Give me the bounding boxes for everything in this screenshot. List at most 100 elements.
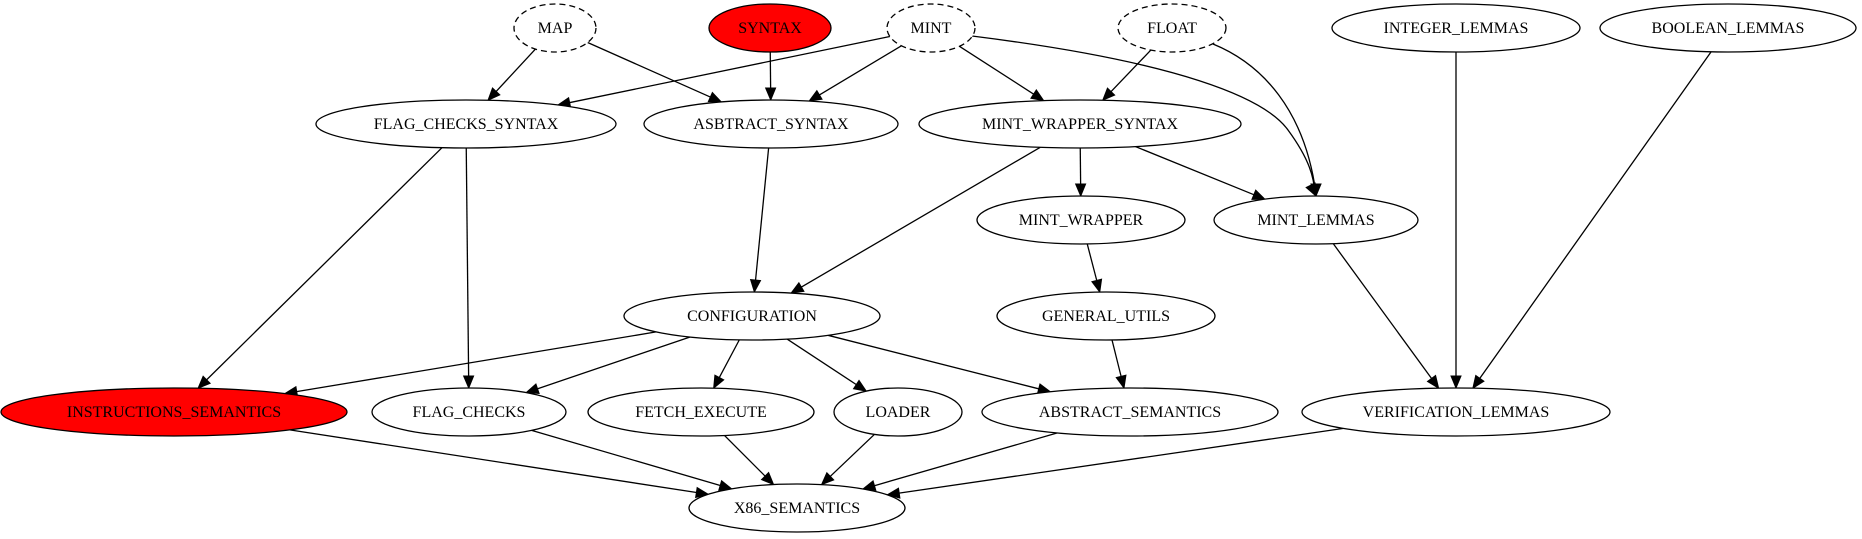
edge-verification-lemmas-to-x86-semantics-line <box>898 427 1344 494</box>
node-loader: LOADER <box>833 387 963 437</box>
edge-mint-to-asbtract-syntax-arrowhead <box>808 89 823 102</box>
edge-map-to-flag-checks-syntax-arrowhead <box>487 87 501 102</box>
edge-asbtract-syntax-to-configuration-line <box>754 147 770 282</box>
node-mint: MINT <box>886 3 976 53</box>
edge-configuration-to-flag-checks-line <box>536 336 691 390</box>
node-flag-checks-label: FLAG_CHECKS <box>413 404 526 421</box>
node-boolean-lemmas-ellipse <box>1599 3 1857 53</box>
node-fetch-execute: FETCH_EXECUTE <box>587 387 815 437</box>
node-mint-lemmas-ellipse <box>1213 195 1419 245</box>
node-asbtract-syntax-label: ASBTRACT_SYNTAX <box>693 116 849 133</box>
node-flag-checks: FLAG_CHECKS <box>371 387 567 437</box>
node-abstract-semantics: ABSTRACT_SEMANTICS <box>981 387 1279 437</box>
edge-configuration-to-flag-checks <box>524 336 691 395</box>
node-float-ellipse <box>1117 3 1227 53</box>
edge-configuration-to-loader-line <box>786 338 858 386</box>
node-instructions-semantics-ellipse <box>0 387 348 437</box>
edge-mint-to-asbtract-syntax-line <box>818 45 902 97</box>
node-asbtract-syntax: ASBTRACT_SYNTAX <box>643 99 899 149</box>
edge-mint-wrapper-syntax-to-mint-lemmas-line <box>1135 145 1255 196</box>
node-flag-checks-syntax-label: FLAG_CHECKS_SYNTAX <box>374 116 559 133</box>
node-integer-lemmas-ellipse <box>1331 3 1581 53</box>
edge-mint-lemmas-to-verification-lemmas <box>1332 243 1440 390</box>
edge-abstract-semantics-to-x86-semantics-line <box>873 432 1058 487</box>
edge-flag-checks-to-x86-semantics <box>531 429 733 491</box>
node-syntax-label: SYNTAX <box>738 20 802 37</box>
edge-mint-to-flag-checks-syntax-line <box>568 35 890 104</box>
edge-boolean-lemmas-to-verification-lemmas-line <box>1478 51 1712 380</box>
edge-float-to-mint-wrapper-syntax-arrowhead <box>1101 87 1116 102</box>
node-abstract-semantics-label: ABSTRACT_SEMANTICS <box>1039 404 1221 421</box>
node-boolean-lemmas: BOOLEAN_LEMMAS <box>1599 3 1857 53</box>
edge-mint-wrapper-syntax-to-configuration-arrowhead <box>789 281 805 294</box>
edge-float-to-mint-lemmas <box>1212 43 1322 198</box>
edge-configuration-to-fetch-execute-arrowhead <box>713 374 725 390</box>
edge-mint-wrapper-syntax-to-mint-wrapper-arrowhead <box>1074 183 1087 198</box>
edge-mint-wrapper-syntax-to-mint-wrapper <box>1074 147 1087 198</box>
node-x86-semantics: X86_SEMANTICS <box>688 483 906 533</box>
node-configuration: CONFIGURATION <box>623 291 881 341</box>
edge-flag-checks-syntax-to-flag-checks <box>462 147 475 390</box>
edge-mint-to-mint-lemmas-line <box>971 35 1316 195</box>
node-mint-label: MINT <box>911 20 952 37</box>
node-x86-semantics-ellipse <box>688 483 906 533</box>
edge-loader-to-x86-semantics <box>820 433 875 486</box>
edge-loader-to-x86-semantics-arrowhead <box>820 471 835 486</box>
node-flag-checks-ellipse <box>371 387 567 437</box>
node-loader-ellipse <box>833 387 963 437</box>
node-general-utils-ellipse <box>996 291 1216 341</box>
node-verification-lemmas-ellipse <box>1301 387 1611 437</box>
node-mint-wrapper-ellipse <box>976 195 1186 245</box>
edge-mint-to-mint-wrapper-syntax-arrowhead <box>1030 89 1045 102</box>
node-map-ellipse <box>513 3 597 53</box>
node-syntax-ellipse <box>708 3 832 53</box>
edge-mint-wrapper-to-general-utils-line <box>1086 243 1098 282</box>
edge-mint-to-asbtract-syntax <box>808 45 902 102</box>
edge-boolean-lemmas-to-verification-lemmas-arrowhead <box>1472 374 1485 390</box>
edge-mint-wrapper-syntax-to-mint-lemmas-arrowhead <box>1251 189 1267 200</box>
node-map: MAP <box>513 3 597 53</box>
edge-fetch-execute-to-x86-semantics <box>724 435 775 486</box>
edge-configuration-to-loader <box>786 338 868 392</box>
node-mint-wrapper-label: MINT_WRAPPER <box>1019 212 1144 229</box>
node-mint-lemmas-label: MINT_LEMMAS <box>1257 212 1374 229</box>
node-asbtract-syntax-ellipse <box>643 99 899 149</box>
edge-flag-checks-syntax-to-instructions-semantics <box>197 147 443 390</box>
node-flag-checks-syntax: FLAG_CHECKS_SYNTAX <box>315 99 617 149</box>
edge-fetch-execute-to-x86-semantics-arrowhead <box>760 471 775 486</box>
node-instructions-semantics: INSTRUCTIONS_SEMANTICS <box>0 387 348 437</box>
node-verification-lemmas: VERIFICATION_LEMMAS <box>1301 387 1611 437</box>
edge-float-to-mint-wrapper-syntax <box>1101 49 1152 102</box>
edge-float-to-mint-lemmas-arrowhead <box>1310 183 1322 198</box>
edge-mint-to-flag-checks-syntax <box>556 35 890 109</box>
edge-flag-checks-to-x86-semantics-line <box>531 429 722 487</box>
edge-configuration-to-loader-arrowhead <box>852 379 868 392</box>
edge-instructions-semantics-to-x86-semantics-line <box>289 429 698 494</box>
edge-mint-lemmas-to-verification-lemmas-line <box>1332 243 1433 380</box>
edges-layer <box>197 35 1712 499</box>
edge-mint-wrapper-syntax-to-configuration-line <box>800 146 1041 289</box>
node-loader-label: LOADER <box>866 404 931 421</box>
edge-integer-lemmas-to-verification-lemmas-arrowhead <box>1450 375 1462 390</box>
edge-configuration-to-fetch-execute-line <box>718 339 740 379</box>
edge-mint-wrapper-syntax-to-configuration <box>789 146 1041 294</box>
node-flag-checks-syntax-ellipse <box>315 99 617 149</box>
edge-integer-lemmas-to-verification-lemmas <box>1450 52 1462 390</box>
edge-mint-wrapper-syntax-to-mint-lemmas <box>1135 145 1267 200</box>
node-configuration-ellipse <box>623 291 881 341</box>
node-mint-lemmas: MINT_LEMMAS <box>1213 195 1419 245</box>
edge-configuration-to-abstract-semantics-line <box>827 334 1040 390</box>
edge-fetch-execute-to-x86-semantics-line <box>724 435 767 478</box>
node-fetch-execute-label: FETCH_EXECUTE <box>635 404 767 421</box>
edge-general-utils-to-abstract-semantics-arrowhead <box>1115 374 1127 390</box>
node-boolean-lemmas-label: BOOLEAN_LEMMAS <box>1652 20 1805 37</box>
node-fetch-execute-ellipse <box>587 387 815 437</box>
edge-syntax-to-asbtract-syntax <box>764 51 777 102</box>
edge-configuration-to-instructions-semantics-line <box>295 331 657 393</box>
nodes-layer: MAP SYNTAX MINT FLOAT INTEGER_LEMMAS BOOLEAN_… <box>0 3 1857 533</box>
node-mint-wrapper-syntax-label: MINT_WRAPPER_SYNTAX <box>982 116 1179 133</box>
edge-flag-checks-syntax-to-flag-checks-line <box>465 147 470 378</box>
node-abstract-semantics-ellipse <box>981 387 1279 437</box>
edge-map-to-flag-checks-syntax-line <box>495 48 536 93</box>
